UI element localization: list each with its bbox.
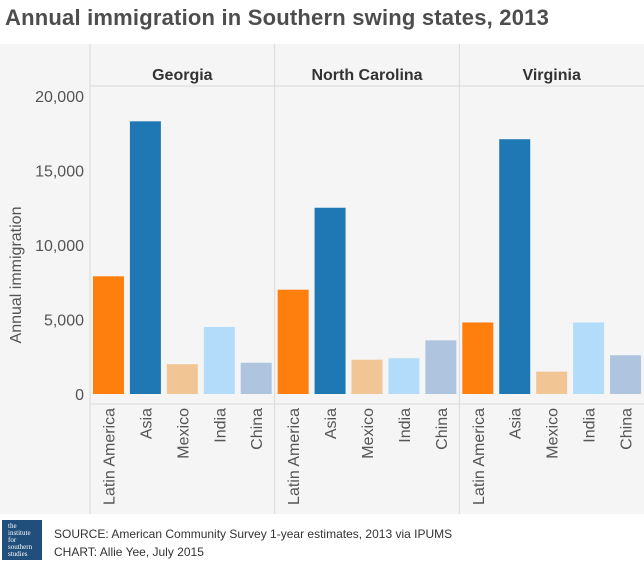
logo-text-line: southern — [8, 543, 33, 551]
logo-text-line: institute — [8, 529, 31, 537]
bar — [499, 139, 531, 394]
panel-header: Virginia — [522, 67, 580, 84]
x-tick-label: Latin America — [471, 408, 488, 505]
bar — [425, 340, 457, 394]
logo-text-line: the — [8, 522, 17, 530]
bar — [203, 326, 235, 394]
bar — [277, 289, 309, 394]
logo-text-line: studies — [8, 550, 28, 558]
x-tick-label: Asia — [138, 408, 155, 439]
bar — [388, 358, 420, 394]
x-tick-label: Mexico — [545, 408, 562, 459]
x-tick-label: Asia — [508, 408, 525, 439]
y-tick-label: 20,000 — [35, 89, 84, 106]
x-tick-label: China — [249, 408, 266, 450]
bar — [166, 364, 198, 394]
bar — [573, 322, 605, 394]
bar — [536, 371, 568, 394]
y-tick-label: 0 — [75, 387, 84, 404]
bar — [351, 359, 383, 394]
x-tick-label: Mexico — [360, 408, 377, 459]
institute-logo: the institute for southern studies — [2, 520, 42, 560]
panel-header: North Carolina — [311, 67, 422, 84]
bar — [314, 207, 346, 394]
x-tick-label: India — [582, 408, 599, 443]
x-tick-label: China — [619, 408, 636, 450]
x-tick-label: China — [434, 408, 451, 450]
bar — [129, 121, 161, 394]
title-bar: Annual immigration in Southern swing sta… — [0, 0, 644, 40]
logo-text-line: for — [8, 536, 17, 544]
y-tick-label: 5,000 — [44, 313, 84, 330]
y-axis-label: Annual immigration — [8, 207, 25, 344]
y-tick-label: 15,000 — [35, 164, 84, 181]
x-tick-label: Asia — [323, 408, 340, 439]
x-tick-label: Mexico — [175, 408, 192, 459]
y-tick-label: 10,000 — [35, 238, 84, 255]
x-tick-label: Latin America — [286, 408, 303, 505]
panel-header: Georgia — [152, 67, 213, 84]
bar — [240, 362, 272, 394]
x-tick-label: India — [397, 408, 414, 443]
footer — [0, 514, 644, 564]
chart-area: 0 5,000 10,000 15,000 20,000 Annual immigrati… — [0, 44, 644, 514]
bar — [610, 355, 642, 394]
source-note: SOURCE: American Community Survey 1-year… — [54, 527, 453, 541]
chart-title: Annual immigration in Southern swing sta… — [5, 5, 550, 30]
credit-note: CHART: Allie Yee, July 2015 — [54, 545, 204, 559]
bar — [462, 322, 494, 394]
x-tick-label: Latin America — [101, 408, 118, 505]
chart-svg: 0 5,000 10,000 15,000 20,000 Annual immigrati… — [8, 44, 644, 514]
bar — [92, 276, 124, 394]
x-tick-label: India — [212, 408, 229, 443]
